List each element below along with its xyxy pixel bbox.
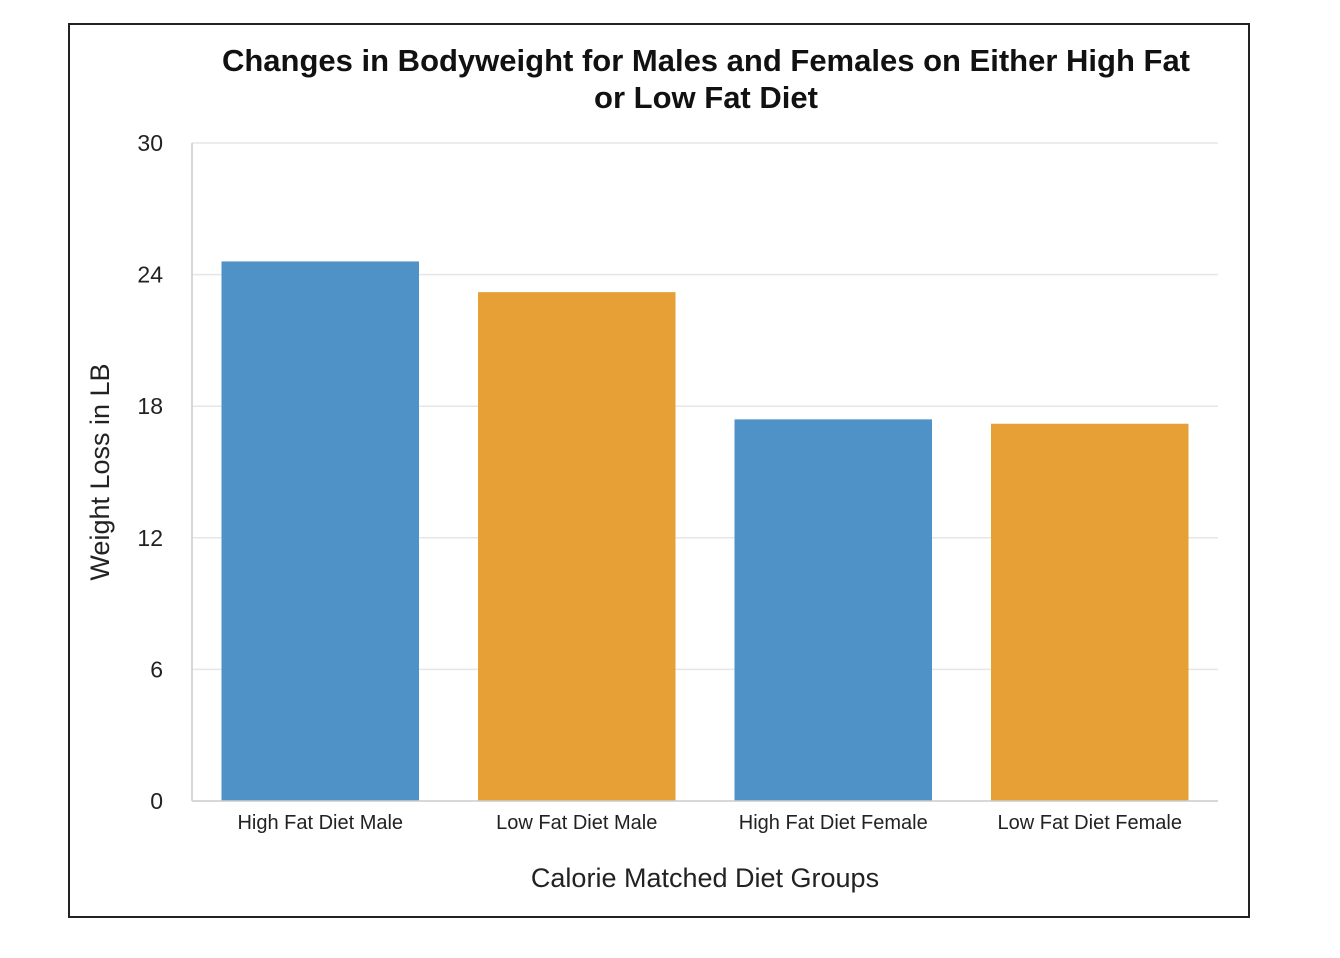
y-axis-ticks: 0 6 12 18 24 30 <box>137 130 163 814</box>
chart-title-line-2: or Low Fat Diet <box>594 80 818 115</box>
bar-0 <box>221 261 420 801</box>
y-tick-label: 24 <box>137 262 163 288</box>
y-tick-label: 18 <box>137 393 163 419</box>
x-tick-label: High Fat Diet Female <box>739 812 928 834</box>
bar-1 <box>477 292 676 801</box>
x-tick-label: Low Fat Diet Male <box>496 812 657 834</box>
y-tick-label: 6 <box>150 656 163 682</box>
chart-title: Changes in Bodyweight for Males and Fema… <box>222 43 1190 115</box>
chart-title-line-1: Changes in Bodyweight for Males and Fema… <box>222 43 1190 78</box>
x-tick-label: High Fat Diet Male <box>237 812 403 834</box>
y-tick-label: 12 <box>137 525 163 551</box>
axes <box>191 143 1218 802</box>
x-tick-label: Low Fat Diet Female <box>997 812 1182 834</box>
bars <box>221 261 1189 801</box>
bar-2 <box>734 419 933 801</box>
y-axis-label: Weight Loss in LB <box>85 363 115 580</box>
x-axis-ticks: High Fat Diet Male Low Fat Diet Male High … <box>237 812 1182 834</box>
bar-3 <box>990 423 1189 801</box>
y-tick-label: 30 <box>137 130 163 156</box>
y-tick-label: 0 <box>150 788 163 814</box>
x-axis-label: Calorie Matched Diet Groups <box>531 863 879 893</box>
